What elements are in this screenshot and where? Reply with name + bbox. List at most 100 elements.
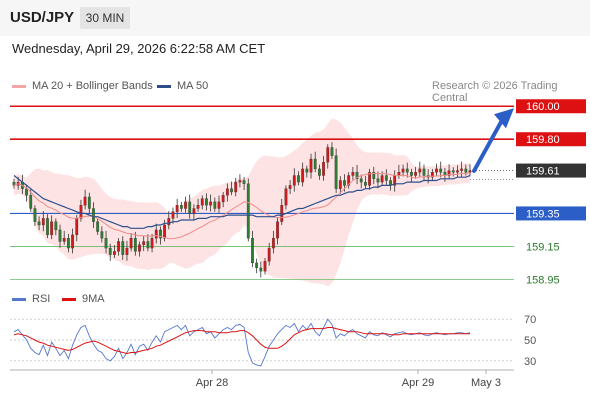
candle-107 (460, 161, 464, 177)
candle-71 (309, 153, 313, 179)
candle-body-7 (41, 218, 45, 226)
candle-body-25 (117, 241, 120, 252)
candle-26 (121, 236, 125, 260)
candle-76 (330, 142, 334, 160)
candle-body-68 (297, 175, 300, 183)
candle-body-106 (456, 170, 459, 173)
candle-body-86 (372, 172, 376, 179)
candle-body-27 (125, 247, 129, 255)
candle-body-107 (460, 168, 464, 171)
candle-57 (251, 230, 254, 268)
candle-82 (355, 164, 359, 185)
candle-28 (129, 233, 133, 252)
candle-104 (447, 164, 451, 179)
candle-body-20 (96, 221, 100, 232)
candle-body-70 (305, 168, 309, 173)
legend-9ma-label: 9MA (82, 293, 105, 305)
candle-86 (372, 166, 376, 185)
candle-body-61 (267, 247, 271, 262)
candle-87 (376, 171, 380, 189)
candle-96 (414, 166, 418, 179)
candle-body-62 (271, 238, 275, 249)
candle-body-105 (451, 170, 455, 173)
rsi-tick-2: 30 (524, 356, 536, 368)
candle-0 (12, 178, 16, 189)
candle-12 (62, 230, 66, 245)
candle-24 (113, 245, 116, 258)
candle-27 (125, 240, 129, 261)
candle-body-83 (359, 178, 363, 183)
candle-29 (133, 231, 137, 256)
candle-body-82 (355, 172, 359, 179)
candle-body-30 (138, 244, 141, 252)
copyright-label: Research © 2026 Trading Central (432, 80, 558, 104)
candle-body-93 (401, 168, 405, 173)
candle-body-88 (380, 175, 384, 183)
candle-80 (347, 172, 351, 189)
legend-ma20-swatch (12, 84, 26, 88)
toolbar: USD/JPY 30 MIN (0, 0, 590, 36)
candle-66 (288, 180, 292, 194)
legend-ma50: MA 50 (157, 80, 208, 92)
level-box-0 (516, 99, 586, 114)
level-box-1 (516, 132, 586, 147)
candle-30 (138, 241, 141, 257)
timeframe-button[interactable]: 30 MIN (80, 7, 130, 29)
candle-14 (71, 228, 74, 254)
level-label-2: 159.61 (526, 166, 560, 178)
forecast-arrow-shaft (472, 118, 504, 173)
candle-55 (242, 177, 246, 191)
level-label-5: 158.95 (526, 274, 560, 286)
ma20-line (13, 172, 471, 240)
candle-body-58 (255, 262, 259, 269)
candle-body-64 (280, 205, 284, 222)
legend-ma50-label: MA 50 (177, 80, 209, 92)
candle-85 (368, 168, 371, 190)
candles-layer (12, 142, 472, 278)
candle-body-29 (133, 238, 137, 252)
level-label-1: 159.80 (526, 134, 560, 146)
forecast-arrow-head (494, 108, 514, 129)
candle-33 (150, 233, 154, 253)
candle-body-9 (50, 221, 54, 236)
candle-body-44 (196, 205, 200, 209)
candle-body-85 (368, 172, 371, 186)
candle-38 (171, 207, 175, 224)
candle-body-39 (175, 205, 179, 212)
candle-body-84 (364, 181, 367, 186)
candle-59 (259, 261, 263, 278)
candle-8 (46, 214, 49, 239)
candle-63 (276, 217, 279, 245)
moving-averages-layer (13, 172, 471, 240)
candle-body-98 (422, 168, 426, 176)
candle-body-92 (397, 172, 401, 176)
candle-body-4 (29, 195, 33, 209)
candle-21 (100, 226, 104, 243)
candle-67 (292, 168, 296, 192)
candle-16 (79, 199, 83, 222)
candle-body-96 (414, 172, 418, 176)
candle-body-14 (71, 234, 74, 249)
candle-body-89 (384, 175, 388, 181)
candle-body-53 (234, 181, 238, 193)
candle-body-12 (62, 238, 66, 242)
rsi-tick-0: 70 (524, 314, 536, 326)
candle-37 (167, 211, 171, 230)
candle-body-102 (439, 168, 443, 173)
candle-body-33 (150, 238, 154, 249)
candle-body-24 (113, 251, 116, 255)
candle-45 (200, 195, 204, 210)
candle-body-76 (330, 147, 334, 156)
candle-body-43 (192, 208, 196, 214)
candle-98 (422, 164, 426, 181)
candle-31 (142, 236, 146, 252)
candle-body-28 (129, 238, 133, 249)
candle-body-8 (46, 218, 49, 236)
candle-body-0 (12, 181, 16, 186)
legend-rsi: RSI (12, 293, 50, 305)
candle-69 (301, 162, 305, 187)
candle-84 (364, 175, 367, 189)
candle-64 (280, 198, 284, 225)
datetime-label: Wednesday, April 29, 2026 6:22:58 AM CET (12, 41, 266, 56)
